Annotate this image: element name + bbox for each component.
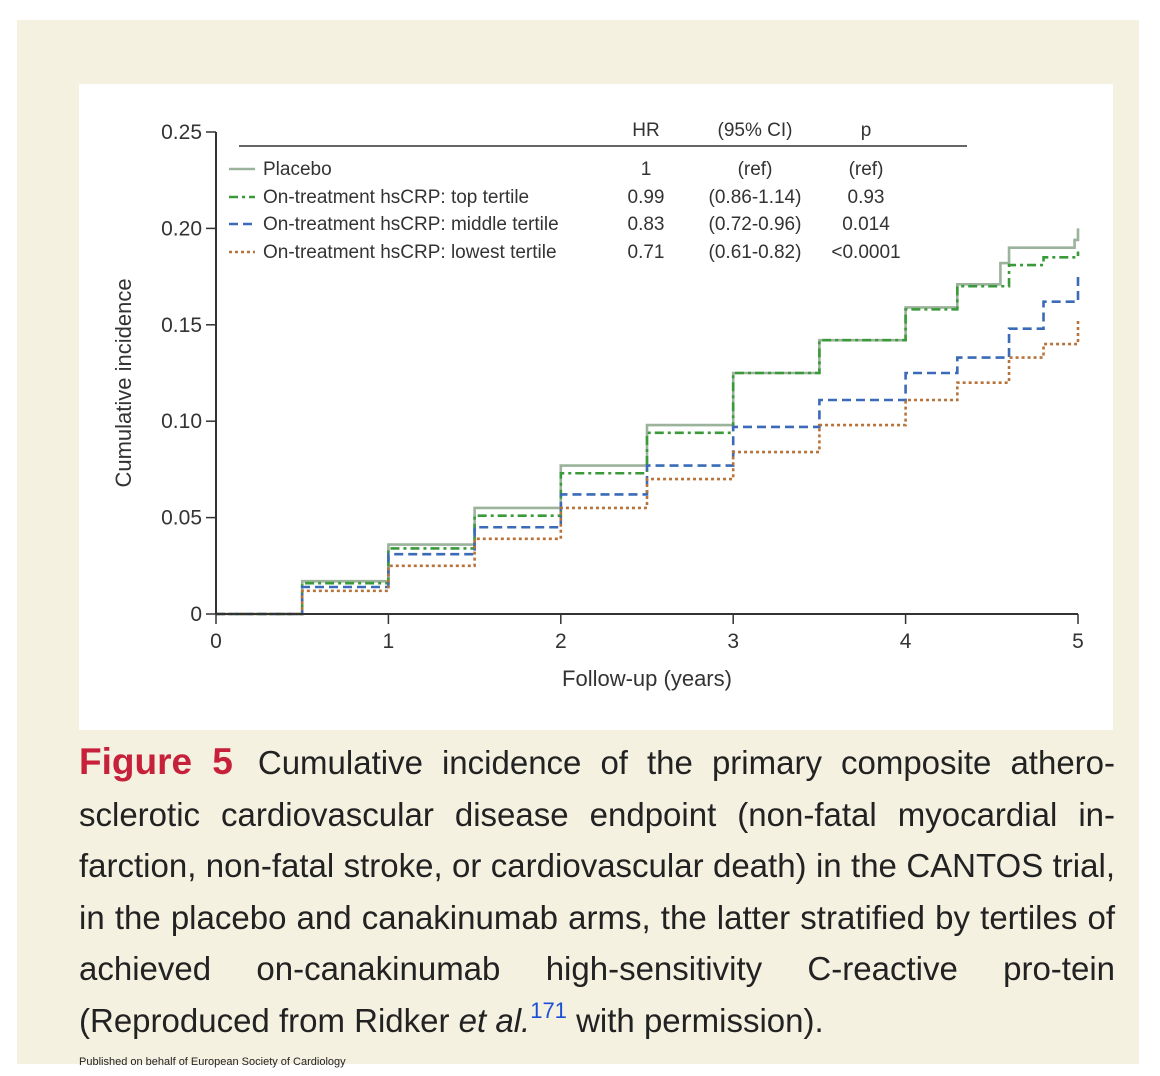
- lines-layer: [216, 228, 1080, 616]
- legend-table: HR (95% CI) p Placebo 1 (ref) (ref) On-treatmen…: [229, 120, 967, 263]
- series-line-3: [216, 274, 1080, 616]
- legend-label-1: Placebo: [263, 159, 332, 180]
- x-axis-title: Follow-up (years): [562, 666, 732, 691]
- x-tick-label: 0: [210, 630, 222, 653]
- table-header-p: p: [861, 120, 872, 141]
- series-line-4: [216, 319, 1080, 616]
- caption-et-al: et al.: [458, 1001, 531, 1039]
- y-tick-label: 0.15: [161, 314, 202, 337]
- axes-layer: 0 1 2 3 4 5 0 0.05 0.10 0.15 0.20 0.25 Follow-up (ye…: [111, 121, 1084, 691]
- ci-value-2: (0.86-1.14): [709, 187, 802, 208]
- x-tick-label: 4: [900, 630, 912, 653]
- table-header-hr: HR: [632, 120, 659, 141]
- cumulative-incidence-chart: HR (95% CI) p Placebo 1 (ref) (ref) On-treatmen…: [111, 120, 1084, 691]
- legend-label-4: On-treatment hsCRP: lowest tertile: [263, 242, 557, 263]
- y-tick-label: 0: [190, 603, 202, 626]
- figure-label: Figure 5: [79, 741, 233, 782]
- x-tick-label: 5: [1072, 630, 1084, 653]
- series-line-2: [216, 251, 1080, 616]
- y-axis-title: Cumulative incidence: [111, 278, 136, 487]
- y-tick-label: 0.25: [161, 121, 202, 144]
- ci-value-4: (0.61-0.82): [709, 242, 802, 263]
- series-line-1: [216, 228, 1080, 616]
- y-tick-label: 0.20: [161, 217, 202, 240]
- figure-caption: Figure 5 Cumulative incidence of the pri…: [79, 736, 1115, 1046]
- x-tick-label: 1: [383, 630, 395, 653]
- x-tick-label: 2: [555, 630, 567, 653]
- legend-label-3: On-treatment hsCRP: middle tertile: [263, 214, 559, 235]
- plot-panel: HR (95% CI) p Placebo 1 (ref) (ref) On-treatmen…: [79, 84, 1113, 730]
- p-value-4: <0.0001: [831, 242, 900, 263]
- caption-text-end: with permission).: [566, 1001, 824, 1039]
- hr-value-1: 1: [641, 159, 652, 180]
- hr-value-3: 0.83: [628, 214, 665, 235]
- p-value-1: (ref): [849, 159, 884, 180]
- ci-value-1: (ref): [738, 159, 773, 180]
- legend-label-2: On-treatment hsCRP: top tertile: [263, 187, 529, 208]
- hr-value-2: 0.99: [628, 187, 665, 208]
- publisher-note: Published on behalf of European Society …: [79, 1056, 346, 1068]
- table-header-ci: (95% CI): [718, 120, 793, 141]
- reference-link[interactable]: 171: [530, 997, 567, 1023]
- y-tick-label: 0.10: [161, 410, 202, 433]
- ci-value-3: (0.72-0.96): [709, 214, 802, 235]
- p-value-2: 0.93: [848, 187, 885, 208]
- x-tick-label: 3: [727, 630, 739, 653]
- hr-value-4: 0.71: [628, 242, 665, 263]
- figure-frame: HR (95% CI) p Placebo 1 (ref) (ref) On-treatmen…: [17, 20, 1139, 1068]
- p-value-3: 0.014: [842, 214, 890, 235]
- y-tick-label: 0.05: [161, 507, 202, 530]
- caption-text: Cumulative incidence of the primary comp…: [79, 744, 1115, 1039]
